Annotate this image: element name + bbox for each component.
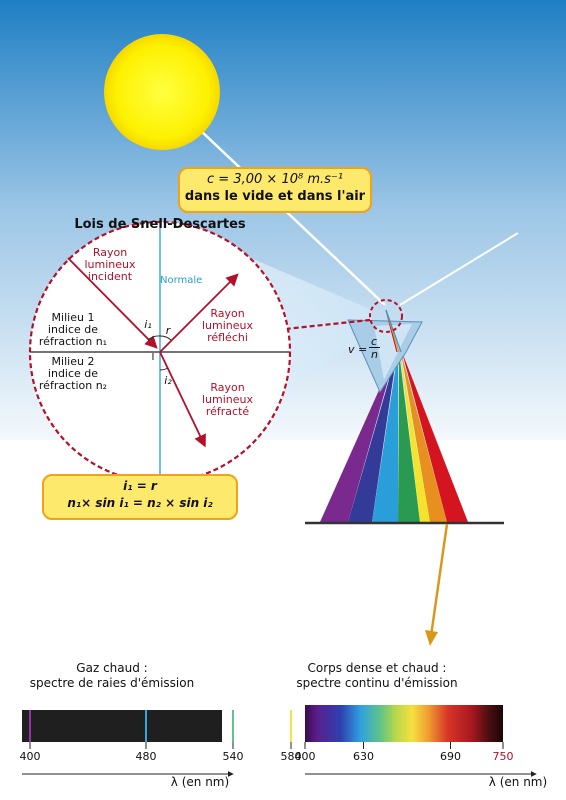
snell-title: Lois de Snell-Descartes: [74, 217, 246, 232]
line-spectrum-title: Gaz chaud : spectre de raies d'émission: [29, 661, 195, 690]
continuous-spectrum-strip: [305, 705, 503, 742]
light-speed-formula: c = 3,00 × 10⁸ m.s⁻¹: [207, 172, 343, 187]
incident-ray: [67, 257, 158, 349]
medium2-label: Milieu 2 indice de réfraction n₂: [38, 355, 108, 392]
angle-r-label: r: [165, 324, 171, 337]
band-green: [398, 352, 420, 522]
reflected-ray-small: [159, 273, 239, 353]
line-tick-label-480: 480: [135, 750, 157, 763]
prism-n-label: n: [371, 348, 378, 361]
refracted-label: Rayon lumineux réfracté: [201, 381, 254, 418]
line-spectrum-ticks: [29, 742, 451, 749]
right-tick-label-400: 400: [294, 750, 316, 763]
incident-label: Rayon lumineux incident: [84, 246, 136, 283]
light-speed-box: c = 3,00 × 10⁸ m.s⁻¹ dans le vide et dan…: [178, 167, 372, 213]
line-tick-label-630: 630: [353, 750, 374, 763]
sun: [104, 34, 220, 150]
prism-speed-formula: v = c n: [346, 335, 406, 365]
angle-r-arc: [159, 335, 172, 341]
angle-i1-label: i₁: [144, 318, 152, 331]
reflected-ray: [399, 232, 519, 306]
emission-line-400: [29, 710, 31, 742]
line-spectrum-strip: [22, 710, 222, 742]
medium1-label: Milieu 1 indice de réfraction n₁: [38, 311, 108, 348]
prism-fraction-bar: [369, 347, 380, 348]
band-yellow: [400, 352, 430, 522]
spectrum-arrow: [429, 523, 449, 637]
dispersion-spectrum: [320, 352, 468, 522]
prism-v-label: v =: [348, 343, 368, 356]
prism-c-label: c: [371, 335, 378, 348]
sun-ray: [199, 129, 386, 306]
snell-laws-box: i₁ = r n₁× sin i₁ = n₂ × sin i₂: [42, 474, 238, 520]
line-tick-label-400: 400: [19, 750, 41, 763]
emission-line-540: [232, 710, 234, 742]
angle-i2-arc: [159, 367, 169, 371]
incidence-point-label: I: [151, 352, 155, 363]
zoom-connector: [237, 318, 371, 336]
incidence-point-circle: [369, 299, 403, 333]
light-speed-text: dans le vide et dans l'air: [184, 189, 366, 204]
right-lambda-label: λ (en nm): [488, 775, 548, 789]
band-indigo: [348, 352, 397, 522]
left-lambda-label: λ (en nm): [170, 775, 230, 789]
band-orange: [401, 352, 447, 522]
right-tick-label-750: 750: [492, 750, 514, 763]
emission-line-480: [145, 710, 147, 742]
reflected-label: Rayon lumineux réfléchi: [201, 307, 254, 344]
emission-line-580: [290, 710, 292, 742]
angle-i2-label: i₂: [164, 374, 172, 387]
continuous-spectrum-title: Corps dense et chaud : spectre continu d…: [296, 661, 458, 690]
line-tick-label-580: 580: [280, 750, 302, 763]
angle-i1-arc: [147, 335, 161, 341]
band-blue: [372, 352, 398, 522]
spectrum-arrow-head: [425, 630, 438, 646]
line-tick-label-690: 690: [440, 750, 461, 763]
normal-label: Normale: [160, 275, 203, 286]
band-violet: [320, 352, 396, 522]
refracted-ray: [159, 351, 206, 448]
reflection-law: i₁ = r: [123, 479, 157, 493]
prism-face: [374, 324, 412, 380]
refraction-law: n₁× sin i₁ = n₂ × sin i₂: [67, 496, 213, 510]
line-tick-label-540: 540: [222, 750, 244, 763]
band-red: [402, 352, 468, 522]
